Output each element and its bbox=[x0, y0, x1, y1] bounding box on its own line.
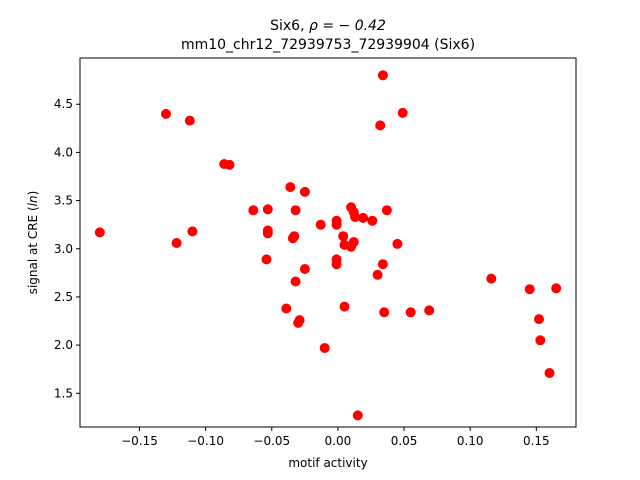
data-point bbox=[338, 231, 349, 242]
chart-title-line2: mm10_chr12_72939753_72939904 (Six6) bbox=[181, 37, 475, 53]
data-point bbox=[262, 228, 273, 239]
y-axis-label-prefix: signal at CRE ( bbox=[26, 206, 40, 294]
data-point bbox=[392, 238, 403, 249]
data-point bbox=[367, 215, 378, 226]
data-point bbox=[379, 307, 390, 318]
data-point bbox=[331, 259, 342, 270]
x-tick-label: 0.15 bbox=[523, 434, 550, 448]
chart-title-math: ρ = − 0.42 bbox=[309, 18, 386, 34]
x-tick-label: −0.15 bbox=[121, 434, 158, 448]
y-tick-label: 4.0 bbox=[54, 145, 73, 159]
y-tick-label: 4.5 bbox=[54, 97, 73, 111]
x-axis-label: motif activity bbox=[288, 456, 367, 470]
data-point bbox=[377, 70, 388, 81]
data-point bbox=[375, 120, 386, 131]
data-point bbox=[544, 368, 555, 378]
data-point bbox=[94, 227, 105, 238]
data-point bbox=[350, 212, 361, 222]
chart-title-line1: Six6, ρ = − 0.42 bbox=[270, 18, 386, 34]
data-point bbox=[281, 303, 292, 314]
y-tick-label: 1.5 bbox=[54, 386, 73, 400]
data-point bbox=[352, 410, 363, 421]
data-point bbox=[293, 317, 304, 328]
data-point bbox=[171, 238, 182, 248]
y-tick-label: 2.0 bbox=[54, 338, 73, 352]
data-point bbox=[161, 108, 171, 119]
data-point bbox=[289, 231, 300, 242]
y-tick-label: 3.0 bbox=[54, 242, 73, 256]
data-point bbox=[248, 205, 259, 216]
data-point bbox=[405, 307, 416, 318]
axes-frame bbox=[79, 57, 577, 428]
data-point bbox=[377, 259, 388, 270]
data-point bbox=[299, 186, 310, 197]
x-axis: −0.15 −0.10 −0.05 0.00 0.05 0.10 0.15 bbox=[121, 427, 550, 448]
y-axis-label-suffix: ) bbox=[26, 191, 40, 196]
data-point bbox=[290, 205, 301, 216]
data-point bbox=[262, 204, 273, 215]
data-point bbox=[346, 241, 357, 252]
x-tick-label: 0.10 bbox=[457, 434, 484, 448]
y-axis-label: signal at CRE (ln) bbox=[26, 191, 40, 295]
data-point bbox=[331, 219, 342, 230]
data-point bbox=[299, 264, 310, 274]
x-tick-label: 0.00 bbox=[325, 434, 352, 448]
data-point bbox=[285, 182, 296, 193]
data-point bbox=[187, 226, 198, 237]
data-point bbox=[290, 276, 301, 287]
x-tick-label: −0.10 bbox=[187, 434, 224, 448]
chart-title-prefix: Six6, bbox=[270, 18, 309, 34]
data-point bbox=[551, 283, 562, 294]
y-axis-label-math: ln bbox=[26, 195, 40, 206]
data-point bbox=[424, 305, 435, 316]
data-point bbox=[315, 219, 326, 230]
data-point bbox=[339, 301, 350, 312]
y-tick-label: 2.5 bbox=[54, 290, 73, 304]
data-point bbox=[534, 314, 544, 325]
plot-area bbox=[94, 70, 562, 421]
data-point bbox=[535, 335, 546, 346]
data-point bbox=[224, 159, 235, 170]
data-point bbox=[319, 343, 330, 353]
data-point bbox=[397, 107, 408, 118]
y-axis: 1.5 2.0 2.5 3.0 3.5 4.0 4.5 bbox=[54, 97, 80, 400]
y-tick-label: 3.5 bbox=[54, 194, 73, 208]
data-point bbox=[261, 254, 272, 265]
x-tick-label: 0.05 bbox=[391, 434, 418, 448]
data-point bbox=[358, 212, 369, 223]
data-point bbox=[184, 115, 195, 126]
data-point bbox=[381, 205, 392, 216]
data-point bbox=[486, 273, 497, 284]
data-point bbox=[372, 269, 383, 280]
data-point bbox=[524, 284, 535, 295]
x-tick-label: −0.05 bbox=[253, 434, 290, 448]
